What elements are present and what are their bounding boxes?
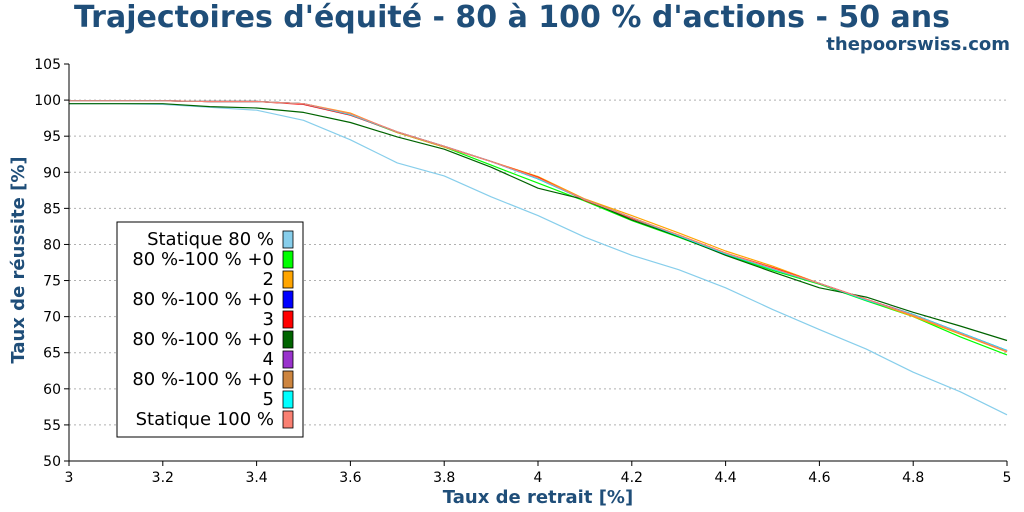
source-label: thepoorswiss.com bbox=[826, 34, 1010, 55]
legend-swatch bbox=[282, 410, 294, 429]
x-tick-label: 3.4 bbox=[245, 470, 267, 486]
x-tick-label: 4 bbox=[534, 470, 543, 486]
legend-label: 80 %-100 % +0 bbox=[132, 329, 274, 350]
legend-label: 5 bbox=[263, 389, 274, 410]
x-tick-label: 4.2 bbox=[621, 470, 643, 486]
legend-label: 3 bbox=[263, 309, 274, 330]
legend-label: 4 bbox=[263, 349, 274, 370]
x-tick-label: 4.6 bbox=[808, 470, 830, 486]
series-layer bbox=[69, 100, 1008, 416]
series-line-10 bbox=[69, 100, 1008, 352]
legend-box bbox=[116, 221, 304, 438]
y-tick-label: 60 bbox=[43, 382, 61, 398]
x-axis-title: Taux de retrait [%] bbox=[443, 487, 633, 508]
y-tick-label: 85 bbox=[43, 201, 61, 217]
y-tick-label: 105 bbox=[34, 57, 61, 73]
y-tick-label: 55 bbox=[43, 418, 61, 434]
y-axis-title: Taux de réussite [%] bbox=[8, 156, 29, 363]
x-tick-label: 3.6 bbox=[339, 470, 361, 486]
x-tick-label: 3 bbox=[65, 470, 74, 486]
x-tick-label: 5 bbox=[1003, 470, 1012, 486]
legend-label: 80 %-100 % +0 bbox=[132, 249, 274, 270]
x-tick-label: 3.8 bbox=[433, 470, 455, 486]
legend-swatch bbox=[282, 390, 294, 409]
x-axis-ticks: 3 3.2 3.4 3.6 3.8 4 4.2 4.4 4.6 4.8 5 bbox=[65, 461, 1012, 486]
y-tick-label: 65 bbox=[43, 346, 61, 362]
x-tick-label: 4.4 bbox=[714, 470, 736, 486]
y-tick-label: 95 bbox=[43, 129, 61, 145]
legend-swatch bbox=[282, 230, 294, 249]
legend-label: 80 %-100 % +0 bbox=[132, 289, 274, 310]
legend-swatch bbox=[282, 330, 294, 349]
legend-swatch bbox=[282, 310, 294, 329]
legend-label: Statique 100 % bbox=[136, 409, 274, 430]
legend-swatch bbox=[282, 350, 294, 369]
series-line-1 bbox=[69, 103, 1008, 416]
y-tick-label: 75 bbox=[43, 274, 61, 290]
y-tick-label: 80 bbox=[43, 237, 61, 253]
legend-label: 2 bbox=[263, 269, 274, 290]
x-tick-label: 4.8 bbox=[902, 470, 924, 486]
legend-swatch bbox=[282, 250, 294, 269]
legend-swatch bbox=[282, 290, 294, 309]
x-tick-label: 3.2 bbox=[152, 470, 174, 486]
legend-label: Statique 80 % bbox=[147, 229, 274, 250]
y-tick-label: 90 bbox=[43, 165, 61, 181]
y-axis-ticks: 50 55 60 65 70 75 80 85 90 95 100 105 bbox=[34, 57, 69, 470]
y-tick-label: 100 bbox=[34, 93, 61, 109]
y-tick-label: 70 bbox=[43, 310, 61, 326]
legend-swatch bbox=[282, 270, 294, 289]
y-tick-label: 50 bbox=[43, 454, 61, 470]
legend-label: 80 %-100 % +0 bbox=[132, 369, 274, 390]
chart-title: Trajectoires d'équité - 80 à 100 % d'act… bbox=[73, 0, 951, 35]
legend-swatch bbox=[282, 370, 294, 389]
